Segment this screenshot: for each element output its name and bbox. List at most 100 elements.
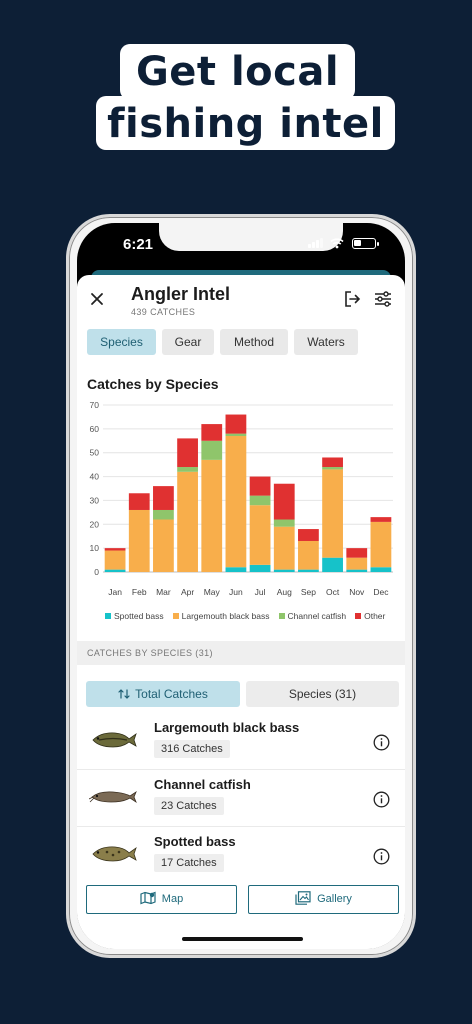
bottom-action-bar: Map Gallery [77,873,405,949]
angler-intel-sheet: Angler Intel 439 CATCHES Species Gear Me… [77,275,405,949]
catches-by-species-chart: 0 10 20 30 40 50 60 70 Jan Feb Mar Apr May Jun Jul Aug S… [77,397,405,637]
species-name: Channel catfish [154,777,251,792]
bar-segment[interactable] [104,569,126,572]
bar-segment[interactable] [298,569,319,572]
headline-line-2: fishing intel [96,96,395,150]
total-catches-label: Total Catches [135,687,208,701]
largemouth-bass-fish-icon [92,732,137,748]
bar-segment[interactable] [273,526,295,570]
y-tick-label: 20 [90,519,100,529]
bar-segment[interactable] [322,469,343,558]
bar-segment[interactable] [322,467,343,470]
bar-segment[interactable] [225,433,247,437]
bar-segment[interactable] [225,436,247,568]
bar-segment[interactable] [370,517,392,522]
stacked-bar-chart: 0 10 20 30 40 50 60 70 Jan Feb Mar Apr May Jun Jul Aug S… [90,400,393,597]
chart-title: Catches by Species [87,376,219,392]
bar-segment[interactable] [177,471,198,572]
bar-segment[interactable] [225,414,247,434]
bar-segment[interactable] [273,569,295,572]
x-tick-label: Nov [349,587,365,597]
bar-segment[interactable] [249,495,271,506]
headline-line-1: Get local [120,44,355,100]
bar-segment[interactable] [273,483,295,520]
x-tick-label: Aug [277,587,292,597]
y-tick-label: 0 [94,567,99,577]
bar-segment[interactable] [104,550,126,570]
y-tick-label: 10 [90,543,100,553]
species-count-toggle[interactable]: Species (31) [246,681,399,707]
bar-segment[interactable] [201,459,223,572]
x-tick-label: Apr [181,587,194,597]
y-tick-label: 40 [90,472,100,482]
legend-item: Largemouth black bass [172,611,270,621]
info-icon[interactable] [373,848,390,865]
signal-icon [308,238,323,248]
y-tick-label: 50 [90,448,100,458]
bar-segment[interactable] [298,529,319,541]
map-button-label: Map [161,893,184,905]
list-item[interactable]: Channel catfish 23 Catches [77,770,405,827]
export-icon[interactable] [341,288,363,310]
wifi-icon [330,238,344,249]
species-name: Spotted bass [154,834,236,849]
bar-segment[interactable] [153,509,174,520]
y-tick-label: 70 [90,400,100,410]
bar-segment[interactable] [249,564,271,572]
x-tick-label: Dec [373,587,389,597]
bar-segment[interactable] [249,476,271,496]
bar-segment[interactable] [346,548,368,558]
filter-sliders-icon[interactable] [372,288,394,310]
bar-segment[interactable] [346,557,368,570]
x-tick-label: May [204,587,221,597]
species-name: Largemouth black bass [154,720,300,735]
tab-method[interactable]: Method [220,329,288,355]
x-tick-label: Oct [326,587,340,597]
legend-swatch [278,613,285,619]
bar-segment[interactable] [370,521,392,568]
total-catches-toggle[interactable]: Total Catches [86,681,240,707]
bar-segment[interactable] [177,438,198,468]
bar-segment[interactable] [298,540,319,570]
tab-waters[interactable]: Waters [294,329,358,355]
bar-segment[interactable] [201,440,223,460]
catch-count-badge: 17 Catches [154,854,224,872]
x-tick-label: Jun [229,587,243,597]
legend-item: Other [355,611,385,621]
bar-segment[interactable] [128,493,150,510]
y-tick-label: 60 [90,424,100,434]
spotted-bass-fish-icon [92,846,137,862]
bar-segment[interactable] [322,457,343,468]
gallery-button-label: Gallery [317,893,352,905]
chart-legend: Spotted bass Largemouth black bass Channel… [105,611,395,621]
bar-segment[interactable] [346,569,368,572]
channel-catfish-icon [89,790,137,804]
close-icon[interactable] [86,288,108,310]
bar-segment[interactable] [225,567,247,572]
x-tick-label: Feb [132,587,147,597]
x-tick-label: Jan [108,587,122,597]
info-icon[interactable] [373,791,390,808]
bar-segment[interactable] [177,467,198,472]
phone-screen: 6:21 Angler Intel 439 CATCHES [77,223,405,949]
tab-gear[interactable]: Gear [162,329,214,355]
bar-segment[interactable] [104,548,126,551]
map-button[interactable]: Map [86,885,237,914]
battery-icon [352,238,379,249]
info-icon[interactable] [373,734,390,751]
bar-segment[interactable] [128,509,150,572]
gallery-button[interactable]: Gallery [248,885,399,914]
bar-segment[interactable] [153,519,174,572]
bar-segment[interactable] [370,567,392,572]
bar-segment[interactable] [201,424,223,441]
tab-species[interactable]: Species [87,329,156,355]
y-tick-label: 30 [90,495,100,505]
bar-segment[interactable] [249,505,271,565]
bar-segment[interactable] [153,486,174,510]
bar-segment[interactable] [322,557,343,572]
list-item[interactable]: Largemouth black bass 316 Catches [77,713,405,770]
sort-arrows-icon [118,689,130,699]
bar-segment[interactable] [273,519,295,527]
map-icon [140,891,156,905]
section-header: CATCHES BY SPECIES (31) [77,641,405,665]
